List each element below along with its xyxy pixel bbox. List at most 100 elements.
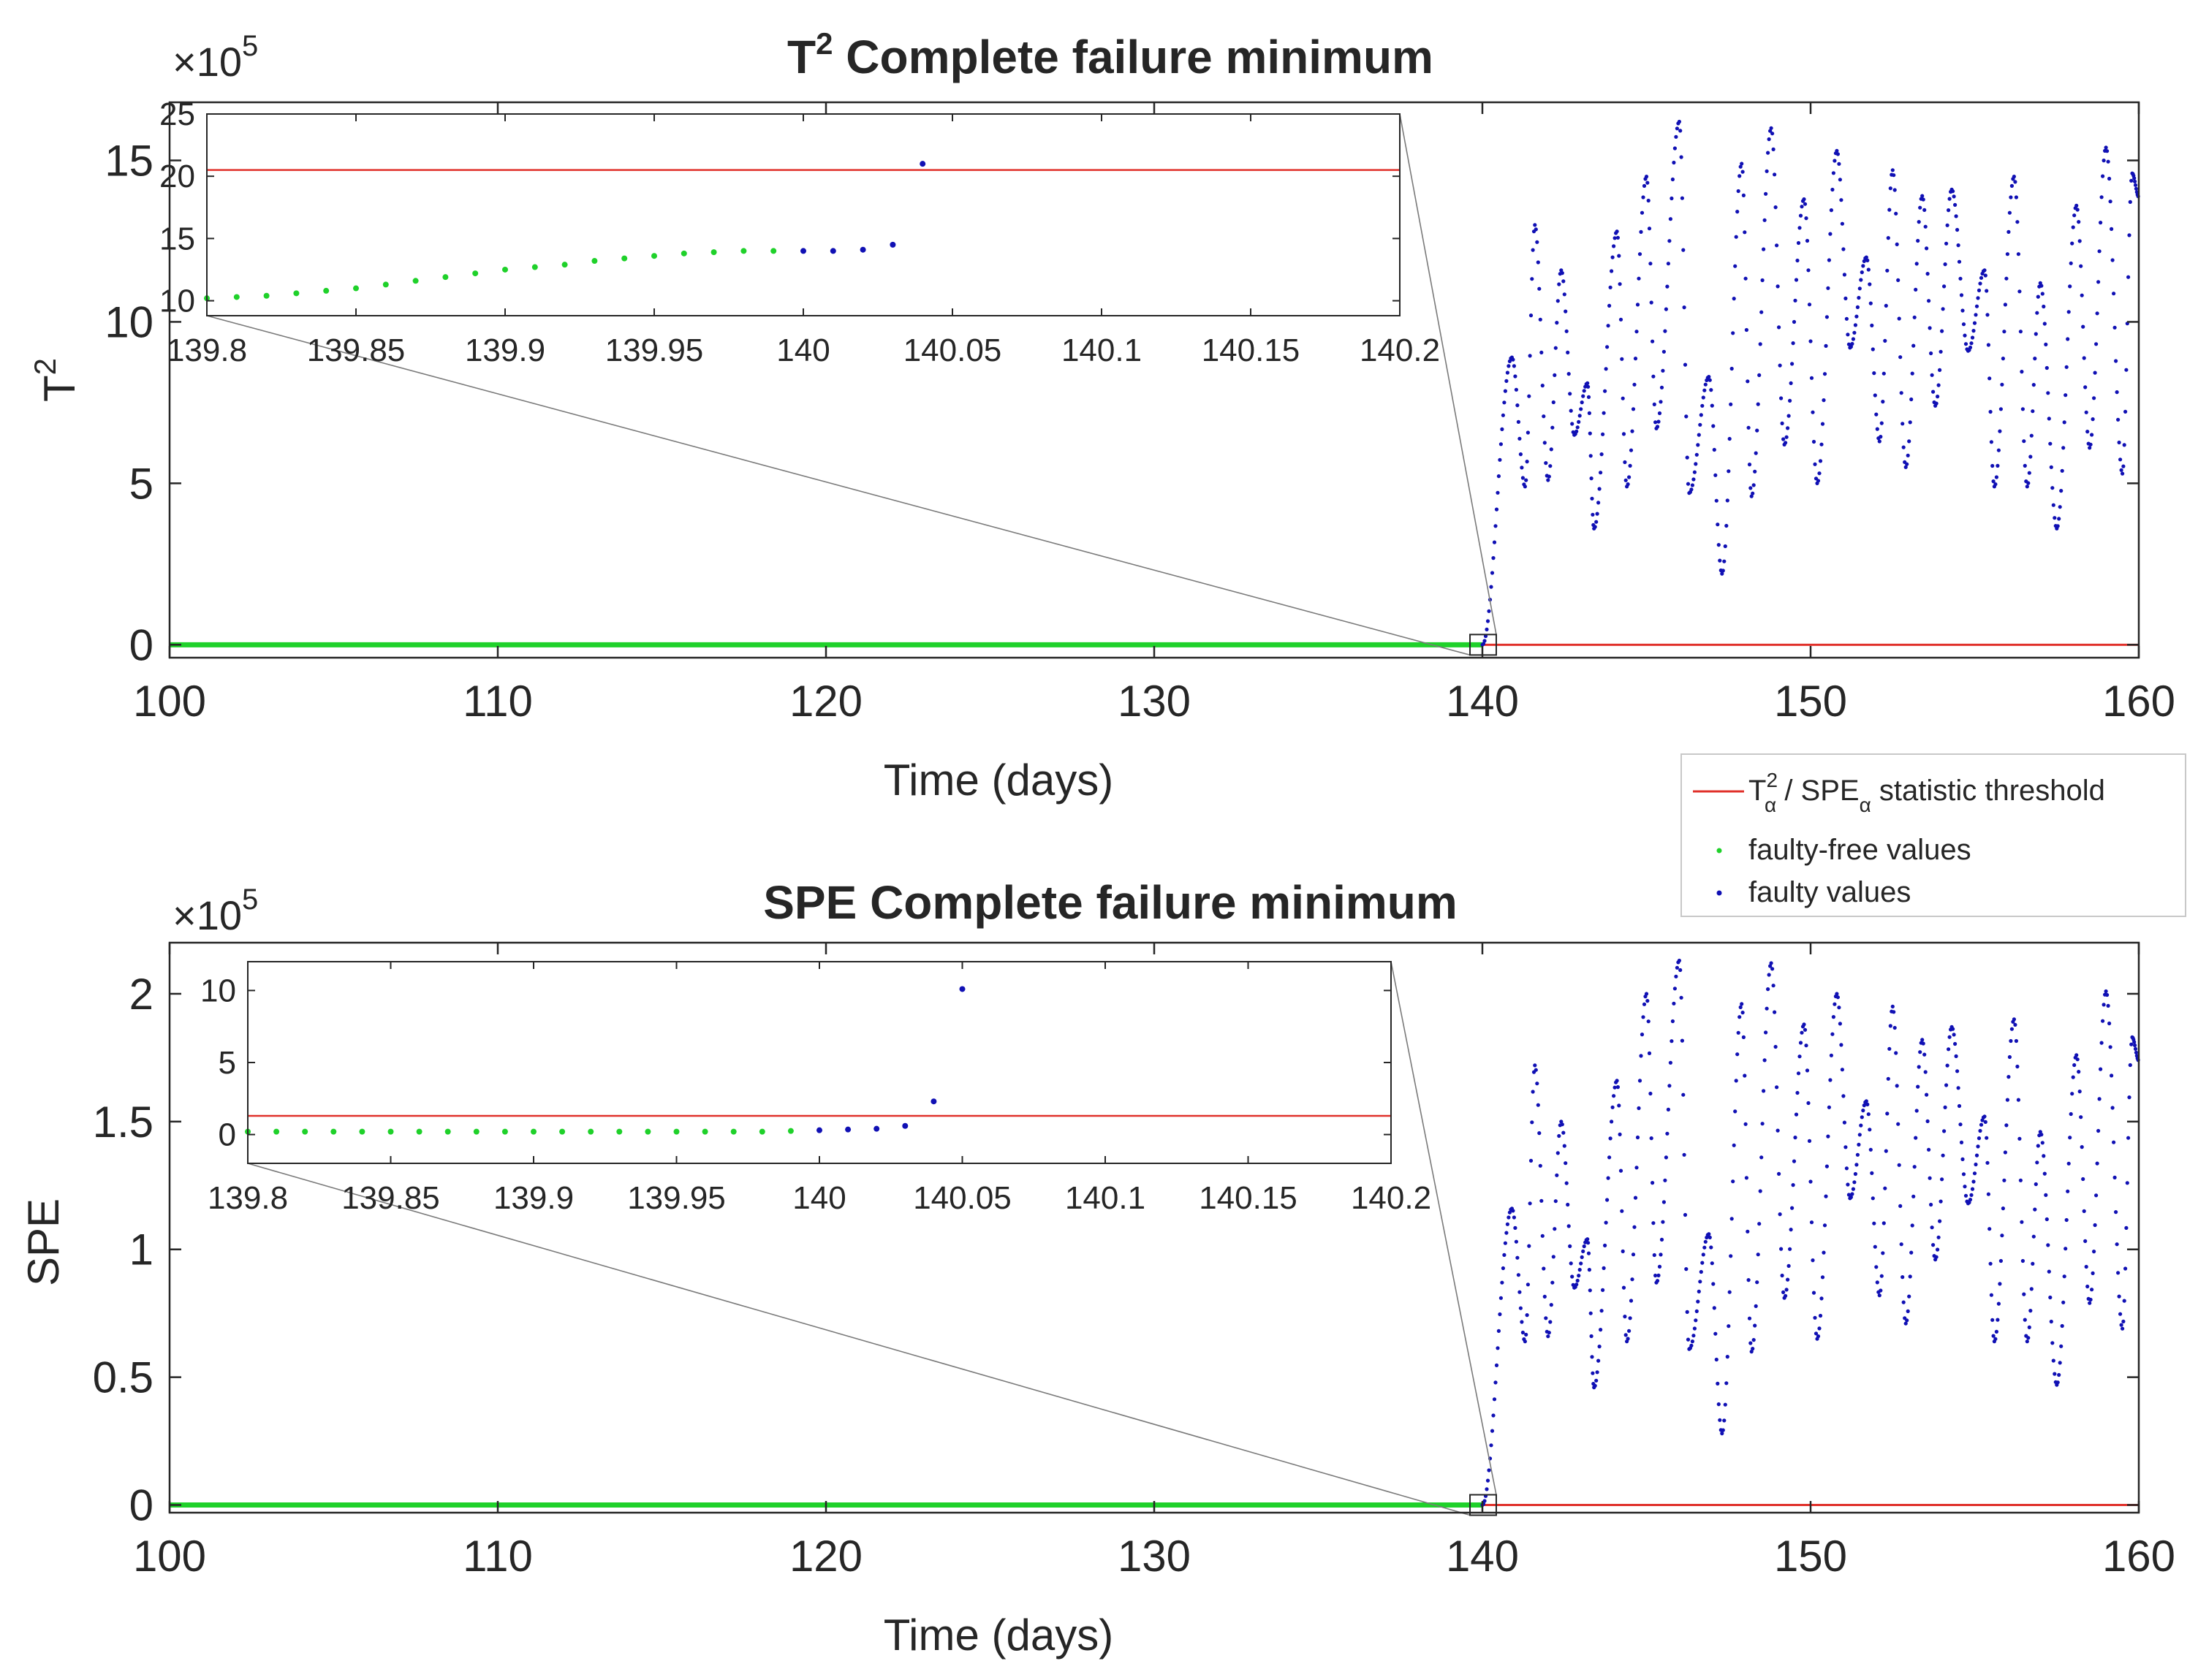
- spe-faulty-point: [1721, 1428, 1725, 1432]
- spe-faulty-point: [1588, 1311, 1593, 1315]
- t2-faulty-point: [1597, 487, 1602, 491]
- spe-faulty-point: [2033, 1207, 2037, 1212]
- spe-faulty-point: [1536, 1103, 1540, 1107]
- spe-faulty-point: [1653, 1273, 1658, 1278]
- spe-faulty-point: [2119, 1323, 2123, 1327]
- t2-faulty-point: [2044, 365, 2049, 370]
- spe-faulty-point: [1770, 967, 1775, 971]
- t2-faulty-point: [1901, 445, 1906, 449]
- t2-faulty-point: [1795, 258, 1800, 263]
- spe-faulty-point: [2128, 1063, 2132, 1068]
- t2-faulty-point: [1912, 315, 1917, 319]
- spe-faulty-point: [1963, 1185, 1967, 1189]
- spe-faulty-point: [1599, 1328, 1603, 1332]
- t2-faulty-point: [1492, 540, 1497, 544]
- spe-faulty-point: [1912, 1165, 1917, 1169]
- spe-faulty-point: [2039, 1133, 2044, 1137]
- spe-faulty-point: [1980, 1118, 1985, 1122]
- spe-y-ticks: 0 0.5 1 1.5 2: [93, 970, 2139, 1530]
- spe-chart-panel: SPE Complete failure minimum ×105 SPE Ti…: [19, 876, 2175, 1660]
- spe-faulty-point: [1741, 1035, 1746, 1039]
- t2-faulty-point: [1871, 347, 1875, 351]
- t2-faulty-point: [2033, 357, 2037, 361]
- spe-chart-title: SPE Complete failure minimum: [763, 876, 1458, 929]
- t2-faulty-point: [1868, 301, 1873, 305]
- spe-faulty-point: [1803, 1027, 1808, 1032]
- t2-faulty-point: [1511, 357, 1515, 362]
- t2-faulty-point: [1818, 459, 1823, 463]
- spe-faulty-point: [1664, 1155, 1668, 1160]
- spe-faulty-point: [1953, 1041, 1958, 1046]
- t2-faulty-point: [1939, 349, 1943, 354]
- spe-faulty-point: [1697, 1289, 1701, 1293]
- t2-faulty-point: [1672, 146, 1677, 151]
- spe-faulty-point: [2110, 1073, 2114, 1078]
- spe-faulty-point: [2066, 1161, 2071, 1166]
- spe-faulty-point: [2035, 1160, 2039, 1165]
- spe-faulty-point: [1599, 1309, 1604, 1313]
- spe-faulty-point: [1649, 1136, 1653, 1141]
- t2-faulty-point: [1503, 389, 1507, 393]
- t2-faulty-point: [2046, 391, 2050, 395]
- spe-inset-y-tick-label: 10: [200, 973, 236, 1008]
- t2-faulty-point: [1942, 284, 1947, 289]
- t2-faulty-point: [1621, 396, 1625, 400]
- spe-faulty-point: [1722, 1418, 1727, 1423]
- spe-faulty-point: [1945, 1063, 1949, 1068]
- spe-faulty-point: [2020, 1220, 2024, 1224]
- spe-faulty-point: [1765, 1006, 1769, 1011]
- spe-faulty-point: [1835, 995, 1840, 1000]
- t2-faulty-point: [2093, 370, 2097, 375]
- spe-faulty-point: [2017, 1136, 2022, 1141]
- spe-faulty-point: [2034, 1182, 2038, 1187]
- t2-inset-x-tick-label: 139.95: [605, 332, 704, 368]
- spe-faulty-point: [1755, 1280, 1759, 1285]
- spe-faulty-point: [2124, 1225, 2129, 1230]
- spe-faulty-point: [1652, 1253, 1656, 1258]
- t2-x-axis-label: Time (days): [884, 756, 1113, 805]
- t2-faulty-point: [1533, 223, 1537, 227]
- spe-faulty-point: [1851, 1187, 1855, 1191]
- t2-faulty-point: [1489, 585, 1493, 589]
- spe-faulty-point: [1929, 1202, 1933, 1207]
- spe-faulty-point: [1544, 1316, 1548, 1320]
- t2-x-ticks: 100 110 120 130 140 150 160: [133, 102, 2175, 726]
- t2-faulty-point: [1884, 303, 1888, 308]
- t2-faulty-point: [1900, 422, 1905, 426]
- spe-faulty-point: [1645, 999, 1650, 1003]
- t2-faulty-point: [1883, 338, 1887, 343]
- legend-box: [1680, 753, 2186, 917]
- t2-faulty-point: [1879, 435, 1883, 439]
- t2-faulty-point: [1712, 447, 1716, 452]
- spe-faulty-point: [1817, 1326, 1822, 1331]
- spe-faulty-point: [1756, 1253, 1760, 1257]
- spe-faulty-point: [1936, 1235, 1941, 1239]
- spe-faulty-point: [1835, 992, 1839, 996]
- spe-faulty-point: [2000, 1234, 2004, 1238]
- t2-faulty-point: [1811, 439, 1816, 444]
- t2-faulty-point: [2001, 357, 2005, 361]
- spe-faulty-point: [2046, 1243, 2050, 1247]
- spe-faulty-point: [1910, 1223, 1914, 1228]
- t2-faulty-point: [1701, 395, 1705, 400]
- t2-faulty-point: [1734, 235, 1738, 239]
- t2-faulty-point: [1608, 285, 1613, 289]
- legend-fault-free-label: faulty-free values: [1748, 834, 1971, 866]
- t2-faulty-point: [1724, 523, 1729, 528]
- t2-faulty-point: [1760, 278, 1765, 283]
- t2-faulty-point: [1627, 475, 1632, 479]
- t2-faulty-point: [1652, 402, 1656, 407]
- spe-faulty-point: [1857, 1133, 1862, 1137]
- t2-faulty-point: [1657, 411, 1662, 416]
- t2-faulty-point: [1971, 329, 1976, 333]
- t2-faulty-point: [1607, 303, 1612, 308]
- t2-faulty-point: [2055, 524, 2060, 528]
- t2-faulty-point: [1820, 422, 1825, 426]
- spe-inset-y-tick-label: 0: [219, 1117, 236, 1153]
- spe-faulty-point: [1820, 1275, 1825, 1280]
- t2-faulty-point: [1757, 373, 1762, 377]
- spe-faulty-point: [2025, 1339, 2029, 1344]
- spe-inset-faulty-point: [845, 1126, 852, 1133]
- t2-faulty-point: [1494, 507, 1499, 512]
- spe-faulty-point: [1877, 1293, 1881, 1298]
